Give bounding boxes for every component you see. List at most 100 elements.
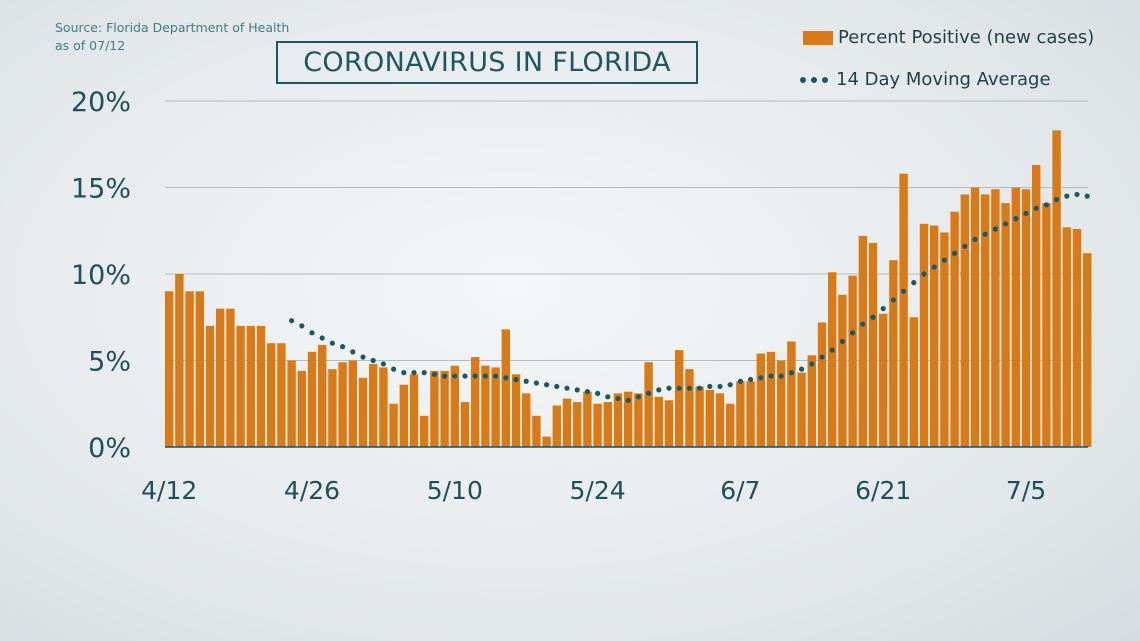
y-tick-label: 10% xyxy=(71,260,131,291)
bar xyxy=(440,370,449,447)
bar xyxy=(828,272,837,447)
bar xyxy=(358,377,368,447)
bar xyxy=(756,353,765,447)
moving-average-dot xyxy=(401,370,407,376)
bar xyxy=(267,343,276,447)
y-tick-label: 0% xyxy=(88,433,131,464)
moving-average-dot xyxy=(992,226,999,232)
moving-average-dot xyxy=(360,354,366,360)
moving-average-dot xyxy=(544,382,550,388)
moving-average-dot xyxy=(768,373,774,379)
moving-average-dot xyxy=(513,376,519,383)
bar xyxy=(970,187,980,447)
bar xyxy=(491,367,500,447)
bar xyxy=(1062,227,1071,447)
bar xyxy=(522,393,531,447)
y-tick-label: 5% xyxy=(88,347,131,378)
legend-item-percent-positive: Percent Positive (new cases) xyxy=(803,27,1094,48)
moving-average-dot xyxy=(972,236,978,242)
moving-average-dot xyxy=(625,397,631,403)
moving-average-dot xyxy=(595,390,601,396)
moving-average-dot xyxy=(431,371,437,377)
bar xyxy=(726,403,735,447)
bar xyxy=(175,274,184,447)
bar xyxy=(705,389,714,447)
bar xyxy=(736,381,745,447)
bar xyxy=(695,386,704,447)
bar xyxy=(1072,229,1082,447)
moving-average-dot xyxy=(829,347,835,353)
moving-average-dot xyxy=(391,366,397,372)
moving-average-dot xyxy=(931,264,937,270)
source-note: Source: Florida Department of Health as … xyxy=(55,19,289,55)
moving-average-dot xyxy=(799,366,805,372)
bar xyxy=(399,384,408,447)
moving-average-dot xyxy=(442,373,448,379)
bar xyxy=(889,260,898,447)
moving-average-dot xyxy=(860,321,866,327)
bar xyxy=(1052,130,1061,447)
bar xyxy=(664,400,674,447)
bar xyxy=(960,194,969,447)
bar xyxy=(573,402,582,447)
bar xyxy=(552,405,561,447)
moving-average-dot xyxy=(482,373,488,379)
moving-average-dot xyxy=(982,231,988,237)
moving-average-dot xyxy=(1003,221,1009,227)
moving-average-dot xyxy=(788,370,795,376)
moving-average-dot xyxy=(686,385,693,391)
y-tick-label: 20% xyxy=(71,87,131,118)
moving-average-dot xyxy=(656,387,662,393)
moving-average-dot xyxy=(1074,191,1080,198)
moving-average-dot xyxy=(533,380,540,386)
moving-average-dot xyxy=(676,385,682,391)
bar-swatch-icon xyxy=(803,30,833,45)
moving-average-dot xyxy=(921,271,927,277)
moving-average-dot xyxy=(554,383,560,390)
x-tick-label: 7/5 xyxy=(1006,476,1046,505)
x-tick-label: 4/12 xyxy=(141,476,197,505)
bar xyxy=(991,189,1000,448)
bar xyxy=(1021,189,1031,448)
bar xyxy=(787,341,796,447)
moving-average-dot xyxy=(778,373,784,379)
bar xyxy=(348,360,357,447)
moving-average-dot xyxy=(370,357,376,364)
y-tick-label: 15% xyxy=(71,174,131,205)
bar xyxy=(532,415,541,447)
bar xyxy=(685,369,694,447)
moving-average-dot xyxy=(615,395,621,402)
moving-average-dot xyxy=(890,297,897,303)
bar xyxy=(389,403,398,447)
bar xyxy=(471,357,480,447)
bar xyxy=(950,211,959,447)
bar xyxy=(981,194,990,447)
source-line: Source: Florida Department of Health xyxy=(55,20,290,35)
moving-average-dot xyxy=(340,344,346,350)
moving-average-dot xyxy=(717,383,723,390)
bar xyxy=(624,391,633,447)
bar xyxy=(1011,187,1020,447)
bar xyxy=(369,363,378,447)
bar xyxy=(675,350,684,447)
bar xyxy=(409,374,419,447)
chart-title: CORONAVIRUS IN FLORIDA xyxy=(276,41,698,84)
bar xyxy=(430,370,439,447)
bar xyxy=(899,173,908,447)
moving-average-dot xyxy=(941,257,948,263)
bar xyxy=(1083,253,1092,447)
moving-average-dot xyxy=(737,378,744,384)
bar xyxy=(1001,203,1010,447)
moving-average-dot xyxy=(472,373,478,379)
moving-average-dot xyxy=(707,383,713,390)
bar xyxy=(766,351,776,447)
moving-average-dot xyxy=(748,376,754,383)
bar xyxy=(226,308,235,447)
bar xyxy=(746,381,755,447)
x-tick-label: 6/21 xyxy=(855,476,911,505)
legend-label-moving-average: 14 Day Moving Average xyxy=(836,69,1051,90)
moving-average-dot xyxy=(870,314,876,320)
moving-average-dot xyxy=(1013,216,1019,222)
bar xyxy=(338,362,347,447)
bar xyxy=(328,369,337,447)
